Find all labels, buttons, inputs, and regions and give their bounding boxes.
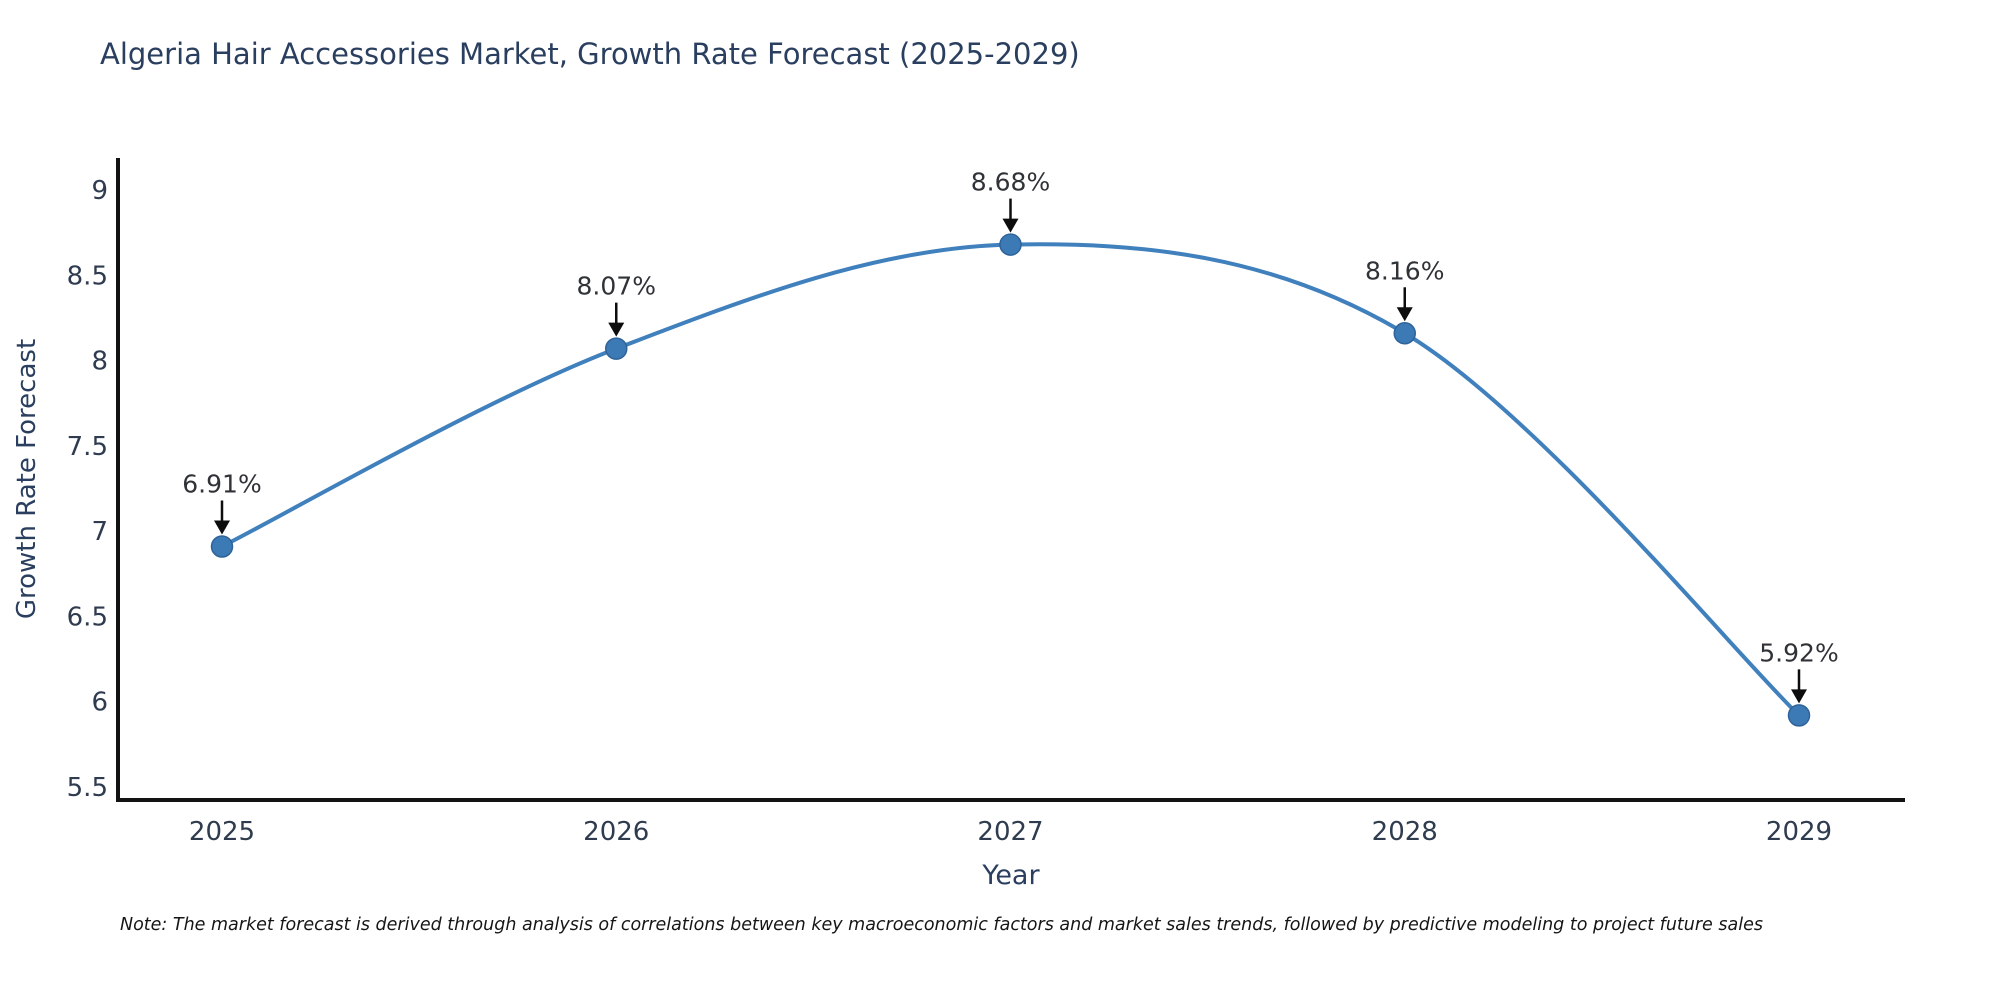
y-tick-label: 7.5: [67, 432, 108, 462]
annotation-arrow-head: [1396, 307, 1413, 322]
trend-line: [220, 242, 1801, 718]
data-point-2027[interactable]: [999, 233, 1022, 256]
axis-lines: [116, 158, 1905, 802]
y-tick-label: 8.5: [67, 261, 108, 291]
x-tick-label: 2025: [189, 817, 255, 847]
y-tick-label: 5.5: [67, 773, 108, 803]
point-label: 8.07%: [577, 272, 656, 301]
y-tick-label: 8: [91, 347, 108, 377]
point-label: 8.16%: [1365, 256, 1444, 285]
y-tick-label: 6.5: [67, 602, 108, 632]
footnote: Note: The market forecast is derived thr…: [120, 915, 1763, 935]
chart-title: Algeria Hair Accessories Market, Growth …: [100, 37, 1080, 71]
data-point-2028[interactable]: [1393, 322, 1416, 345]
annotation-arrow-head: [608, 322, 625, 337]
x-tick-label: 2026: [583, 817, 649, 847]
y-axis-title: Growth Rate Forecast: [12, 338, 42, 620]
annotation-arrow-head: [1002, 218, 1019, 233]
annotation-arrow-head: [214, 520, 230, 535]
x-tick-label: 2028: [1372, 817, 1438, 847]
data-point-2026[interactable]: [605, 337, 628, 360]
x-tick-label: 2029: [1766, 817, 1832, 847]
annotation-arrow-head: [1791, 689, 1807, 704]
point-label: 5.92%: [1759, 638, 1838, 667]
data-point-2025[interactable]: [210, 535, 234, 558]
y-tick-label: 7: [91, 517, 108, 547]
x-tick-label: 2027: [977, 817, 1043, 847]
point-label: 6.91%: [182, 469, 261, 498]
data-point-2029[interactable]: [1787, 704, 1811, 727]
y-tick-label: 6: [91, 688, 108, 718]
point-label: 8.68%: [971, 168, 1050, 197]
y-tick-label: 9: [91, 176, 108, 206]
x-axis-title: Year: [982, 860, 1040, 891]
